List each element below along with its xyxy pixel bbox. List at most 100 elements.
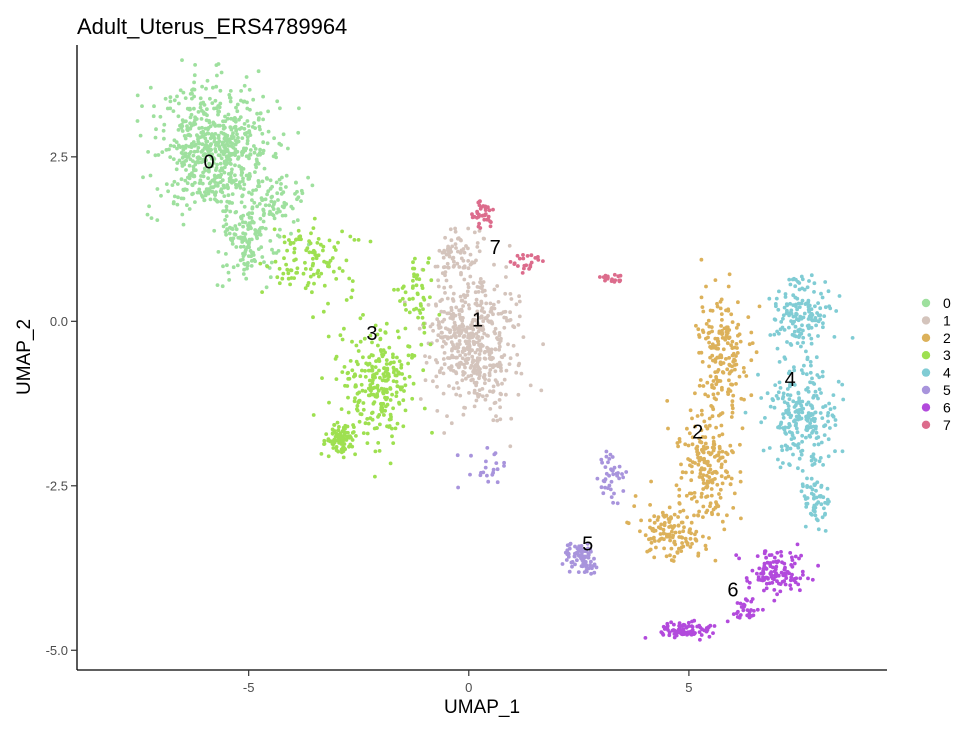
point-cluster-0 [234,245,239,249]
point-cluster-2 [719,423,724,428]
point-cluster-5 [585,541,590,546]
point-cluster-2 [712,446,716,451]
point-cluster-3 [371,373,375,378]
point-cluster-1 [467,332,471,337]
point-cluster-4 [809,336,814,341]
point-cluster-3 [372,426,377,431]
point-cluster-3 [363,374,368,379]
point-cluster-0 [245,141,250,146]
point-cluster-4 [782,400,787,404]
point-cluster-0 [188,174,193,178]
point-cluster-3 [332,423,337,427]
point-cluster-4 [802,287,807,292]
point-cluster-0 [191,159,195,164]
point-cluster-7 [527,267,531,271]
point-cluster-6 [735,615,740,619]
point-cluster-0 [211,161,216,165]
point-cluster-1 [473,318,478,323]
point-cluster-6 [775,592,779,597]
point-cluster-1 [437,322,441,326]
point-cluster-4 [781,412,785,416]
point-cluster-6 [749,614,754,618]
point-cluster-2 [736,322,741,327]
point-cluster-4 [806,400,811,405]
point-cluster-6 [678,628,683,632]
point-cluster-3 [389,415,393,419]
point-cluster-1 [441,371,446,376]
point-cluster-3 [428,342,433,347]
point-cluster-4 [820,369,825,374]
point-cluster-1 [447,356,452,360]
point-cluster-0 [233,224,238,228]
point-cluster-1 [468,326,473,330]
point-cluster-0 [269,260,274,265]
point-cluster-3 [334,377,339,381]
point-cluster-3 [358,316,363,321]
point-cluster-1 [460,349,465,354]
point-cluster-7 [521,253,525,257]
point-cluster-4 [777,360,782,364]
point-cluster-2 [730,320,735,324]
point-cluster-4 [827,401,831,406]
point-cluster-1 [456,236,461,241]
point-cluster-6 [768,564,773,569]
point-cluster-0 [190,182,195,187]
point-cluster-6 [798,588,802,593]
point-cluster-1 [492,363,497,368]
point-cluster-4 [804,501,809,506]
point-cluster-1 [468,336,473,340]
point-cluster-2 [716,453,721,457]
point-cluster-4 [812,442,817,447]
point-cluster-3 [393,373,398,378]
point-cluster-1 [485,393,489,398]
point-cluster-3 [305,283,310,288]
point-cluster-0 [278,187,283,192]
point-cluster-3 [417,277,422,282]
point-cluster-2 [715,369,720,374]
point-cluster-5 [589,571,593,576]
point-cluster-3 [334,354,339,359]
point-cluster-1 [492,287,497,292]
point-cluster-0 [260,197,265,202]
point-cluster-0 [168,95,173,100]
point-cluster-2 [697,436,702,441]
point-cluster-3 [350,444,355,449]
point-cluster-1 [435,409,440,413]
point-cluster-3 [340,337,345,342]
point-cluster-3 [307,250,312,255]
point-cluster-3 [419,303,423,308]
point-cluster-0 [198,96,203,101]
point-cluster-0 [197,181,202,186]
point-cluster-1 [477,249,482,254]
point-cluster-3 [403,290,408,295]
point-cluster-2 [690,541,694,546]
point-cluster-6 [691,630,696,635]
point-cluster-0 [193,115,198,120]
point-cluster-5 [564,558,569,562]
point-cluster-4 [796,390,801,395]
point-cluster-0 [240,240,245,244]
point-cluster-0 [174,167,179,172]
point-cluster-3 [353,452,357,457]
point-cluster-4 [777,424,782,429]
point-cluster-2 [702,419,707,424]
point-cluster-6 [755,571,759,576]
point-cluster-4 [816,442,821,447]
point-cluster-1 [423,354,427,358]
point-cluster-1 [509,297,514,301]
point-cluster-3 [422,325,426,330]
point-cluster-0 [276,233,280,238]
point-cluster-4 [813,513,818,518]
point-cluster-1 [470,377,475,382]
point-cluster-5 [591,563,596,568]
point-cluster-4 [812,382,817,386]
point-cluster-0 [222,170,227,175]
point-cluster-6 [762,588,766,593]
point-cluster-2 [664,554,669,559]
point-cluster-3 [331,269,336,274]
point-cluster-4 [793,284,798,289]
point-cluster-2 [696,455,700,460]
point-cluster-2 [725,367,730,372]
point-cluster-0 [239,216,244,221]
point-cluster-1 [508,356,513,361]
